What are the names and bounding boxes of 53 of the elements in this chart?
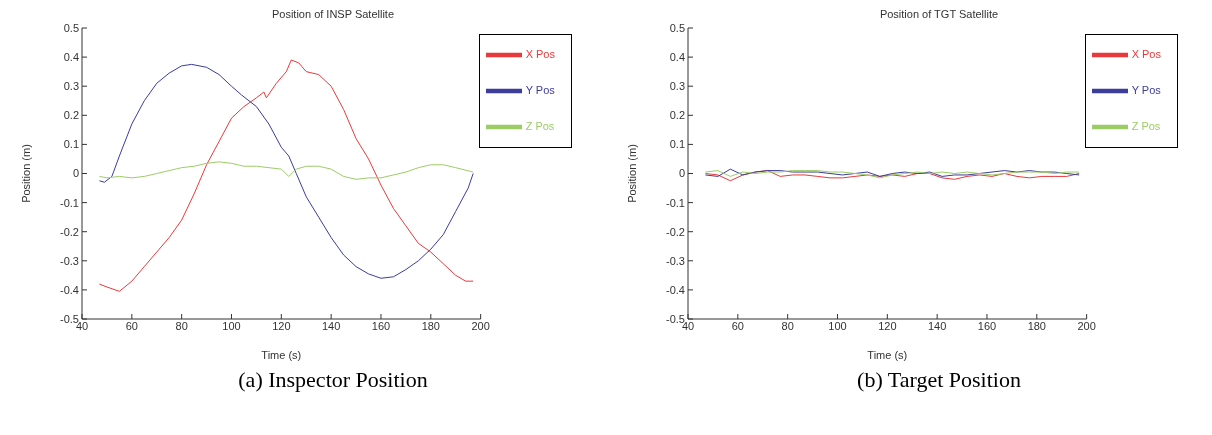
x-tick-label: 160 [977, 319, 997, 332]
y-tick-label: 0.5 [669, 21, 685, 34]
x-axis-title: Time (s) [867, 349, 908, 361]
x-tick-label: 200 [1077, 319, 1096, 332]
y-tick-label: -0.3 [60, 254, 79, 267]
x-tick-label: 180 [421, 319, 440, 332]
x-tick-label: 200 [471, 319, 490, 332]
x-tick-label: 60 [731, 319, 744, 332]
y-tick-label: 0.1 [63, 138, 79, 151]
line-series [98, 161, 474, 180]
y-tick-label: -0.5 [666, 312, 685, 325]
text: (b) Target Position [856, 367, 1022, 393]
text: (a) Inspector Position [237, 367, 429, 393]
y-tick-label: -0.2 [666, 225, 685, 238]
x-tick-label: 80 [175, 319, 188, 332]
y-tick-label: -0.5 [60, 312, 79, 325]
y-tick-label: -0.4 [666, 283, 685, 296]
y-tick-label: 0.5 [63, 21, 79, 34]
legend-label: X Pos [1131, 47, 1161, 60]
y-tick-label: 0.2 [669, 109, 685, 122]
x-tick-label: 80 [781, 319, 794, 332]
y-tick-label: 0 [678, 167, 685, 180]
y-axis-title: Position (m) [19, 144, 32, 203]
y-tick-label: 0.2 [63, 109, 79, 122]
x-axis-title: Time (s) [261, 349, 302, 361]
x-tick-label: 120 [878, 319, 897, 332]
x-tick-label: 60 [125, 319, 138, 332]
x-tick-label: 160 [371, 319, 391, 332]
x-tick-label: 100 [222, 319, 241, 332]
y-tick-label: 0.3 [669, 80, 685, 93]
legend-label: Z Pos [525, 119, 555, 132]
y-tick-label: 0.4 [669, 51, 685, 63]
y-tick-label: 0.1 [669, 138, 685, 151]
y-tick-label: -0.2 [60, 225, 79, 238]
x-tick-label: 120 [272, 319, 291, 332]
x-tick-label: 180 [1027, 319, 1046, 332]
x-tick-label: 100 [828, 319, 847, 332]
y-tick-label: 0.4 [63, 51, 79, 63]
y-tick-label: 0.3 [63, 80, 79, 93]
y-tick-label: -0.1 [666, 196, 685, 209]
y-axis-title: Position (m) [625, 144, 638, 203]
chart-title: Position of INSP Satellite [270, 8, 396, 22]
x-tick-label: 140 [927, 319, 947, 332]
y-tick-label: -0.3 [666, 254, 685, 267]
chart-title: Position of TGT Satellite [878, 8, 1000, 22]
legend-label: Y Pos [1131, 83, 1161, 96]
legend-label: Z Pos [1131, 119, 1161, 132]
y-tick-label: -0.1 [60, 196, 79, 209]
y-tick-label: -0.4 [60, 283, 79, 296]
x-tick-label: 140 [321, 319, 341, 332]
legend-label: X Pos [525, 47, 555, 60]
y-tick-label: 0 [72, 167, 79, 180]
legend-label: Y Pos [525, 83, 555, 96]
